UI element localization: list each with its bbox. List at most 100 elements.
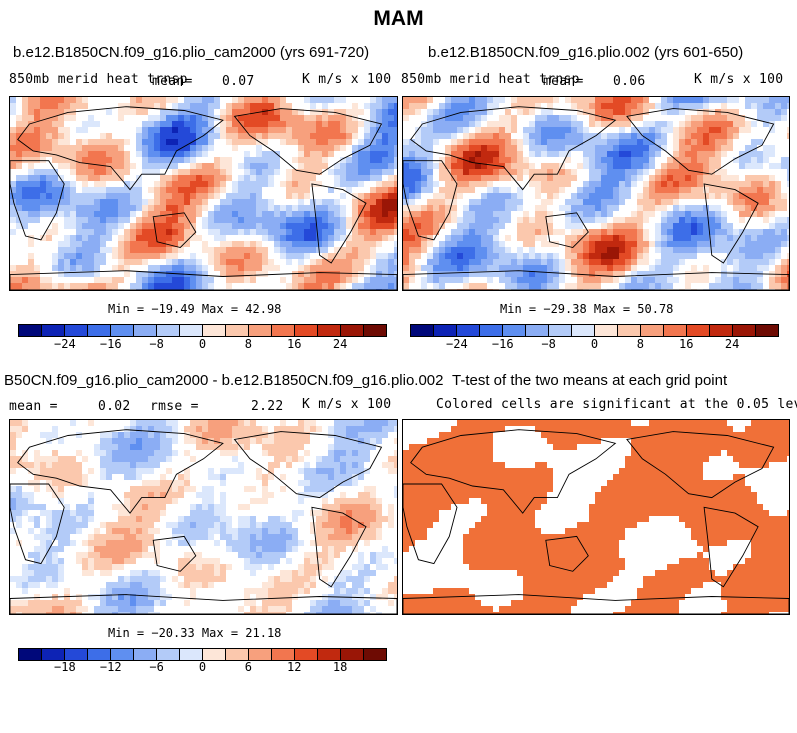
- map-grid-cell: [637, 229, 644, 236]
- map-grid-cell: [703, 217, 710, 224]
- map-grid-cell: [577, 229, 584, 236]
- map-grid-cell: [709, 175, 716, 182]
- map-grid-cell: [673, 187, 680, 194]
- map-grid-cell: [505, 133, 512, 140]
- map-grid-cell: [94, 283, 101, 290]
- map-grid-cell: [415, 205, 422, 212]
- map-grid-cell: [463, 145, 470, 152]
- map-grid-cell: [220, 235, 227, 242]
- map-grid-cell: [415, 235, 422, 242]
- map-grid-cell: [769, 127, 776, 134]
- map-grid-cell: [304, 468, 311, 475]
- map-grid-cell: [577, 175, 584, 182]
- map-grid-cell: [403, 193, 410, 200]
- map-grid-cell: [334, 444, 341, 451]
- map-grid-cell: [763, 133, 770, 140]
- map-grid-cell: [559, 97, 566, 104]
- map-grid-cell: [118, 438, 125, 445]
- map-grid-cell: [250, 97, 257, 104]
- map-grid-cell: [280, 163, 287, 170]
- map-grid-cell: [661, 283, 668, 290]
- map-grid-cell: [16, 432, 23, 439]
- map-grid-cell: [643, 115, 650, 122]
- map-grid-cell: [541, 109, 548, 116]
- map-grid-cell: [304, 253, 311, 260]
- map-grid-cell: [142, 438, 149, 445]
- map-grid-cell: [439, 97, 446, 104]
- map-grid-cell: [541, 235, 548, 242]
- map-grid-cell: [346, 462, 353, 469]
- map-grid-cell: [94, 456, 101, 463]
- map-grid-cell: [451, 127, 458, 134]
- map-grid-cell: [346, 259, 353, 266]
- map-grid-cell: [559, 109, 566, 116]
- map-grid-cell: [601, 211, 608, 218]
- map-grid-cell: [409, 265, 416, 272]
- map-grid-cell: [340, 277, 347, 284]
- map-grid-cell: [172, 235, 179, 242]
- map-grid-cell: [589, 187, 596, 194]
- map-grid-cell: [52, 229, 59, 236]
- map-grid-cell: [445, 127, 452, 134]
- map-grid-cell: [517, 211, 524, 218]
- map-grid-cell: [358, 456, 365, 463]
- map-grid-cell: [619, 235, 626, 242]
- map-grid-cell: [106, 199, 113, 206]
- map-grid-cell: [76, 247, 83, 254]
- map-grid-cell: [715, 187, 722, 194]
- map-grid-cell: [94, 450, 101, 457]
- map-grid-cell: [46, 145, 53, 152]
- map-grid-cell: [529, 169, 536, 176]
- map-grid-cell: [220, 241, 227, 248]
- map-grid-cell: [64, 127, 71, 134]
- map-grid-cell: [184, 193, 191, 200]
- map-grid-cell: [679, 151, 686, 158]
- map-grid-cell: [427, 265, 434, 272]
- map-grid-cell: [451, 169, 458, 176]
- map-grid-cell: [619, 265, 626, 272]
- map-grid-cell: [781, 121, 788, 128]
- map-grid-cell: [619, 97, 626, 104]
- map-grid-cell: [445, 235, 452, 242]
- map-grid-cell: [160, 438, 167, 445]
- map-grid-cell: [457, 289, 464, 290]
- map-grid-cell: [64, 199, 71, 206]
- map-grid-cell: [10, 181, 17, 188]
- map-grid-cell: [589, 289, 596, 290]
- map-grid-cell: [70, 456, 77, 463]
- map-grid-cell: [178, 115, 185, 122]
- map-grid-cell: [316, 151, 323, 158]
- map-grid-cell: [166, 151, 173, 158]
- map-grid-cell: [148, 133, 155, 140]
- map-grid-cell: [691, 175, 698, 182]
- map-grid-cell: [160, 474, 167, 481]
- map-grid-cell: [40, 444, 47, 451]
- map-grid-cell: [409, 109, 416, 116]
- map-grid-cell: [358, 259, 365, 266]
- map-grid-cell: [328, 229, 335, 236]
- map-grid-cell: [751, 265, 758, 272]
- map-grid-cell: [310, 229, 317, 236]
- map-grid-cell: [346, 145, 353, 152]
- map-grid-cell: [136, 426, 143, 433]
- map-grid-cell: [703, 175, 710, 182]
- map-grid-cell: [256, 127, 263, 134]
- map-grid-cell: [358, 187, 365, 194]
- map-grid-cell: [541, 283, 548, 290]
- map-grid-cell: [148, 277, 155, 284]
- map-grid-cell: [427, 151, 434, 158]
- map-grid-cell: [571, 283, 578, 290]
- map-grid-cell: [553, 199, 560, 206]
- map-grid-cell: [763, 223, 770, 230]
- map-grid-cell: [172, 468, 179, 475]
- map-grid-cell: [541, 127, 548, 134]
- map-grid-cell: [382, 253, 389, 260]
- map-grid-cell: [721, 133, 728, 140]
- map-grid-cell: [733, 253, 740, 260]
- map-grid-cell: [34, 474, 41, 481]
- map-grid-cell: [781, 157, 788, 164]
- map-grid-cell: [376, 97, 383, 104]
- map-grid-cell: [178, 121, 185, 128]
- map-grid-cell: [244, 97, 251, 104]
- map-grid-cell: [382, 456, 389, 463]
